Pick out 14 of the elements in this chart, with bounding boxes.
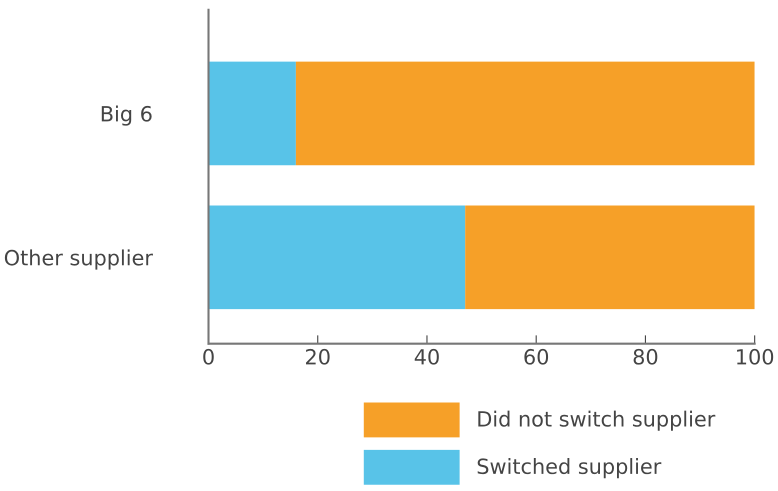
x-tick-label: 20: [306, 348, 330, 365]
legend-label: Switched supplier: [478, 458, 662, 478]
bar: [208, 62, 296, 166]
x-tick-label: 80: [634, 348, 658, 365]
bar: [296, 62, 755, 166]
x-tick-label: 100: [737, 348, 774, 365]
bar: [208, 206, 466, 310]
y-tick-label: Other supplier: [4, 249, 153, 270]
bar: [465, 206, 755, 310]
x-tick-label: 40: [414, 348, 439, 365]
y-tick-label: Big 6: [102, 106, 152, 126]
x-tick-label: 60: [524, 348, 548, 365]
legend-label: Did not switch supplier: [478, 410, 716, 431]
x-tick-label: 0: [203, 348, 214, 365]
